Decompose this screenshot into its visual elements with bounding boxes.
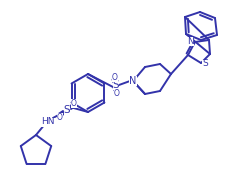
Text: O: O <box>112 73 118 81</box>
Text: S: S <box>202 60 208 68</box>
Text: N: N <box>129 76 137 86</box>
Text: S: S <box>64 105 70 115</box>
Text: O: O <box>57 113 63 121</box>
Text: O: O <box>71 98 77 108</box>
Text: S: S <box>113 80 119 90</box>
Text: N: N <box>188 37 194 45</box>
Text: O: O <box>114 89 120 98</box>
Text: HN: HN <box>41 117 55 127</box>
